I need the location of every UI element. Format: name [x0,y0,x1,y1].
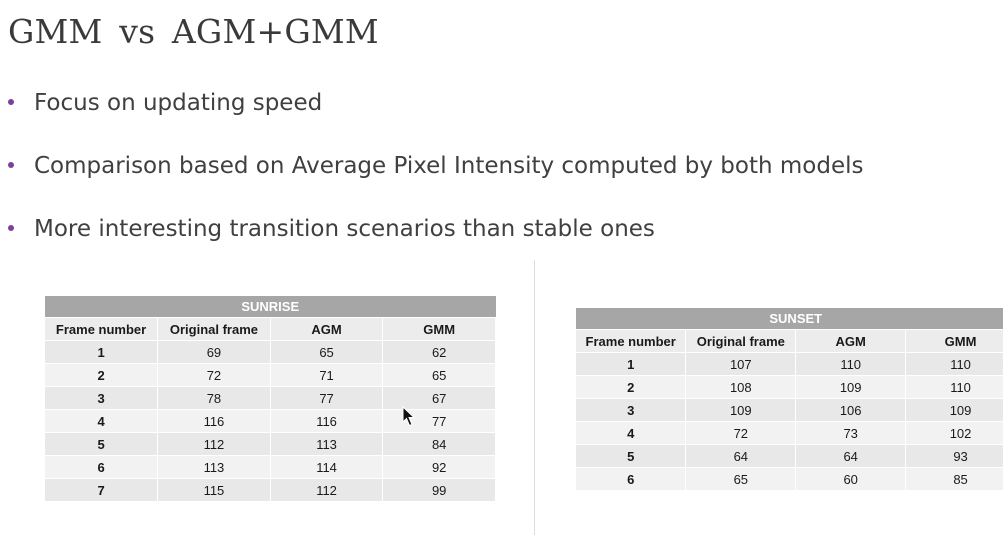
value-cell: 109 [795,375,907,399]
bullet-item: More interesting transition scenarios th… [8,216,655,242]
column-header: Original frame [157,317,271,341]
value-cell: 65 [270,340,384,364]
frame-number-cell: 3 [576,398,687,422]
value-cell: 77 [270,386,384,410]
value-cell: 115 [157,478,271,501]
bullet-dot-icon [8,224,14,231]
value-cell: 108 [685,375,797,399]
table-row: 1 107 110 110 [576,352,1003,376]
table-row: 6 113 114 92 [45,455,496,479]
value-cell: 73 [795,421,907,445]
value-cell: 116 [270,409,384,433]
frame-number-cell: 5 [45,432,159,456]
value-cell: 65 [382,363,496,387]
bullet-text: Focus on updating speed [34,90,323,116]
value-cell: 110 [905,352,1003,376]
value-cell: 64 [795,444,907,468]
table-row: 4 72 73 102 [576,421,1003,445]
value-cell: 72 [157,363,271,387]
sunrise-table: SUNRISE Frame number Original frame AGM … [45,296,496,501]
value-cell: 72 [685,421,797,445]
value-cell: 92 [382,455,496,479]
column-header: Frame number [576,329,687,353]
value-cell: 116 [157,409,271,433]
value-cell: 64 [685,444,797,468]
column-header: GMM [382,317,496,341]
value-cell: 77 [382,409,496,433]
value-cell: 113 [270,432,384,456]
table-row: 3 78 77 67 [45,386,496,410]
column-header: AGM [270,317,384,341]
sunrise-caption: SUNRISE [45,296,496,318]
frame-number-cell: 4 [576,421,687,445]
value-cell: 110 [905,375,1003,399]
mouse-pointer-icon [402,406,416,427]
frame-number-cell: 7 [45,478,159,501]
value-cell: 107 [685,352,797,376]
table-row: 5 112 113 84 [45,432,496,456]
frame-number-cell: 2 [45,363,159,387]
value-cell: 69 [157,340,271,364]
value-cell: 60 [795,467,907,490]
frame-number-cell: 6 [576,467,687,490]
value-cell: 114 [270,455,384,479]
frame-number-cell: 1 [45,340,159,364]
value-cell: 112 [157,432,271,456]
sunset-caption: SUNSET [576,308,1003,330]
bullet-dot-icon [8,98,14,105]
frame-number-cell: 2 [576,375,687,399]
bullet-text: Comparison based on Average Pixel Intens… [34,153,864,179]
vertical-divider [534,260,535,535]
value-cell: 109 [905,398,1003,422]
sunrise-rows: 1 69 65 62 2 72 71 65 3 78 77 67 4 116 116 77 5 112 113 84 6… [45,340,496,501]
value-cell: 78 [157,386,271,410]
value-cell: 106 [795,398,907,422]
table-row: 2 108 109 110 [576,375,1003,399]
column-header: AGM [795,329,907,353]
value-cell: 102 [905,421,1003,445]
value-cell: 113 [157,455,271,479]
value-cell: 110 [795,352,907,376]
table-row: 5 64 64 93 [576,444,1003,468]
value-cell: 62 [382,340,496,364]
bullet-text: More interesting transition scenarios th… [34,216,655,242]
table-row: 7 115 112 99 [45,478,496,501]
column-header: Frame number [45,317,159,341]
bullet-item: Comparison based on Average Pixel Intens… [8,153,863,179]
value-cell: 71 [270,363,384,387]
frame-number-cell: 3 [45,386,159,410]
column-header: GMM [905,329,1003,353]
value-cell: 65 [685,467,797,490]
frame-number-cell: 6 [45,455,159,479]
value-cell: 112 [270,478,384,501]
frame-number-cell: 4 [45,409,159,433]
value-cell: 84 [382,432,496,456]
column-header: Original frame [685,329,797,353]
table-row: 4 116 116 77 [45,409,496,433]
table-row: 3 109 106 109 [576,398,1003,422]
bullet-item: Focus on updating speed [8,90,322,116]
bullet-dot-icon [8,161,14,168]
value-cell: 99 [382,478,496,501]
table-row: 6 65 60 85 [576,467,1003,490]
value-cell: 67 [382,386,496,410]
slide-title: GMM vs AGM+GMM [8,12,379,51]
value-cell: 85 [905,467,1003,490]
table-row: 2 72 71 65 [45,363,496,387]
value-cell: 93 [905,444,1003,468]
frame-number-cell: 1 [576,352,687,376]
table-row: 1 69 65 62 [45,340,496,364]
frame-number-cell: 5 [576,444,687,468]
sunset-table: SUNSET Frame number Original frame AGM G… [576,308,1003,490]
value-cell: 109 [685,398,797,422]
